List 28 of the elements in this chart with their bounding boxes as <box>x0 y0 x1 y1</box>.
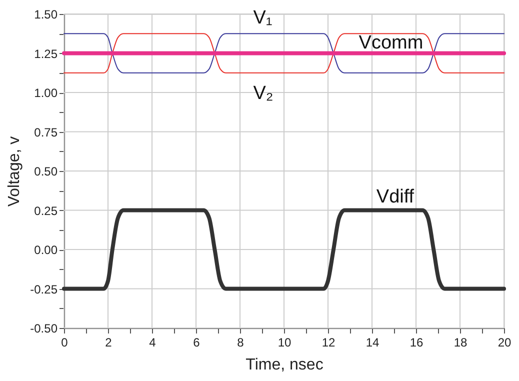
series-label: Vcomm <box>358 32 424 54</box>
y-tick-label: 0.00 <box>34 243 58 257</box>
x-tick-label: 18 <box>454 336 468 350</box>
line-series <box>64 33 504 74</box>
x-tick-label: 20 <box>498 336 512 350</box>
y-tick-label: -0.50 <box>30 322 58 336</box>
y-tick-label: 0.50 <box>34 164 58 178</box>
y-axis-title: Voltage, v <box>6 136 24 207</box>
x-tick-label: 6 <box>193 336 200 350</box>
x-tick-label: 14 <box>366 336 380 350</box>
x-tick-label: 16 <box>410 336 424 350</box>
x-tick-label: 0 <box>61 336 68 350</box>
y-tick-label: -0.25 <box>30 282 58 296</box>
y-tick-label: 0.25 <box>34 204 58 218</box>
series-label: Vdiff <box>376 186 415 208</box>
line-series <box>62 208 506 291</box>
x-tick-label: 2 <box>105 336 112 350</box>
y-tick-label: 1.25 <box>34 46 58 61</box>
series-label: V₂ <box>253 82 274 104</box>
y-tick-label: 0.75 <box>34 125 58 140</box>
x-tick-label: 4 <box>149 336 156 350</box>
x-tick-label: 8 <box>237 336 244 350</box>
x-tick-label: 12 <box>322 336 336 350</box>
y-tick-label: 1.00 <box>34 86 58 100</box>
series-label: V₁ <box>253 8 272 29</box>
x-axis-title: Time, nsec <box>246 356 324 374</box>
x-tick-label: 10 <box>278 336 292 350</box>
y-tick-label: 1.50 <box>34 8 58 22</box>
